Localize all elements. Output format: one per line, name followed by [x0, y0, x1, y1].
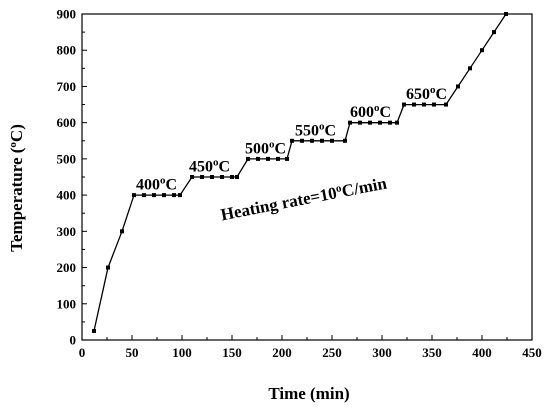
series-layer: [92, 12, 508, 333]
data-point: [246, 156, 250, 161]
x-tick-label: 50: [126, 345, 139, 360]
data-point: [230, 175, 234, 179]
x-axis-ticks: 0 50 100 150 200 250 300 350 400 450: [79, 335, 542, 360]
x-tick-label: 350: [422, 345, 442, 360]
data-point: [320, 138, 324, 143]
y-tick-label: 300: [57, 224, 77, 239]
data-point: [172, 193, 176, 198]
data-point: [142, 193, 146, 198]
data-point: [285, 156, 289, 161]
x-tick-label: 450: [522, 345, 542, 360]
data-point: [330, 138, 334, 143]
data-point: [395, 120, 399, 125]
data-point: [402, 102, 406, 107]
step-temperature-label: 500oC: [245, 138, 286, 157]
data-point: [210, 175, 214, 179]
data-point: [220, 175, 224, 179]
data-point: [266, 156, 270, 161]
data-point: [300, 138, 304, 143]
series-line: [93, 13, 507, 332]
y-tick-label: 500: [57, 151, 77, 166]
y-tick-label: 800: [57, 43, 77, 58]
y-tick-label: 200: [57, 260, 77, 275]
data-point: [200, 175, 204, 179]
y-tick-label: 700: [57, 79, 77, 94]
data-point: [468, 66, 472, 71]
data-point: [290, 138, 294, 143]
heating-rate-annotation: Heating rate=10oC/min: [219, 173, 389, 224]
y-tick-label: 0: [70, 333, 77, 348]
data-point: [178, 193, 182, 198]
data-point: [190, 175, 194, 179]
data-point: [492, 30, 496, 35]
y-axis-title-main: Temperature (: [7, 147, 26, 252]
x-tick-label: 200: [272, 345, 292, 360]
y-axis-title: Temperature (oC): [7, 124, 26, 252]
x-tick-label: 250: [322, 345, 342, 360]
y-tick-label: 600: [57, 115, 77, 130]
data-point: [256, 156, 260, 161]
data-point: [358, 120, 362, 125]
x-axis-title: Time (min): [268, 384, 349, 403]
data-point: [368, 120, 372, 125]
data-point: [92, 328, 96, 333]
data-point: [480, 48, 484, 53]
step-temperature-label: 400oC: [136, 175, 177, 194]
y-tick-label: 900: [57, 7, 77, 22]
y-tick-label: 100: [57, 296, 77, 311]
data-point: [235, 175, 239, 179]
data-point: [456, 84, 460, 89]
y-axis-ticks: 0 100 200 300 400 500 600 700 800 900: [57, 7, 87, 348]
data-point: [343, 138, 347, 143]
data-point: [120, 229, 124, 234]
step-temperature-label: 650oC: [406, 84, 447, 103]
step-temperature-label: 450oC: [189, 157, 230, 176]
data-point: [152, 193, 156, 198]
data-point: [422, 102, 426, 107]
x-tick-label: 150: [222, 345, 242, 360]
data-point: [432, 102, 436, 107]
data-point: [132, 193, 136, 198]
annotation-layer: 400oC 450oC 500oC 550oC 600oC 650oC Heating ra…: [136, 84, 447, 224]
x-tick-label: 100: [172, 345, 192, 360]
data-point: [310, 138, 314, 143]
x-tick-label: 300: [372, 345, 392, 360]
x-tick-label: 0: [79, 345, 86, 360]
y-axis-title-sup: o: [7, 142, 19, 148]
y-axis-title-end: C): [7, 124, 26, 142]
data-point: [388, 120, 392, 125]
step-temperature-label: 600oC: [350, 102, 391, 121]
step-temperature-label: 550oC: [295, 120, 336, 139]
data-point: [348, 120, 352, 125]
data-point: [444, 102, 448, 107]
y-tick-label: 400: [57, 188, 77, 203]
data-point: [106, 265, 110, 270]
data-point: [504, 12, 508, 16]
data-point: [378, 120, 382, 125]
data-point: [276, 156, 280, 161]
data-point: [162, 193, 166, 198]
data-point: [412, 102, 416, 107]
x-tick-label: 400: [472, 345, 492, 360]
